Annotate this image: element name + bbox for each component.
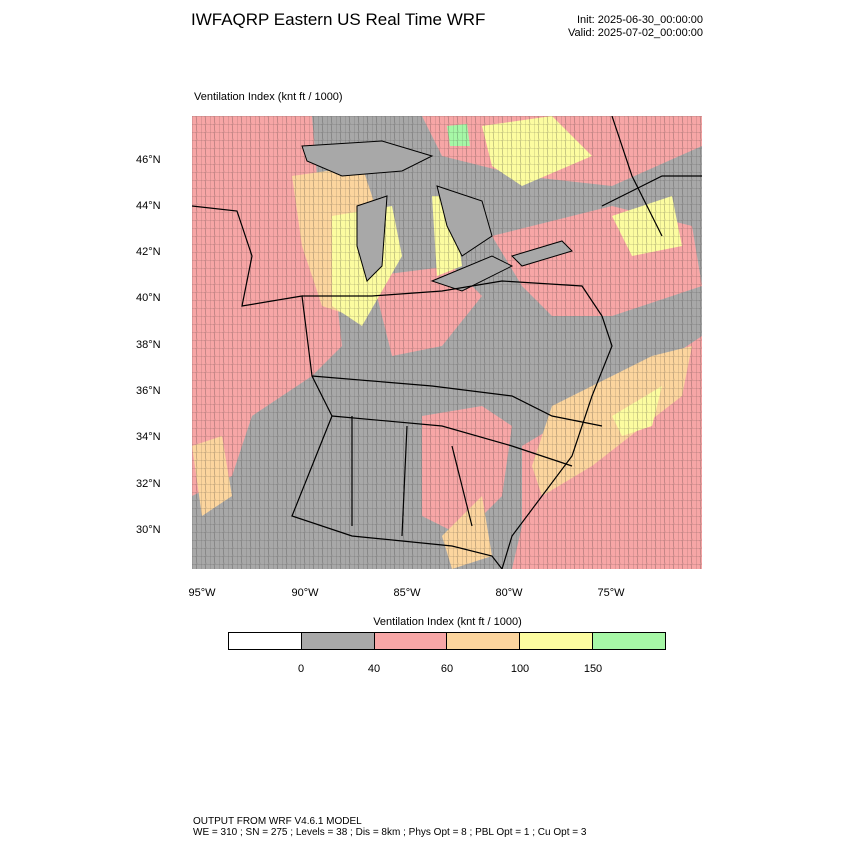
lat-label-46: 46°N — [136, 154, 161, 166]
plot-title: IWFAQRP Eastern US Real Time WRF — [191, 10, 486, 29]
colorbar-label-60: 60 — [440, 663, 454, 675]
lon-label-95: 95°W — [188, 587, 216, 599]
lon-label-75: 75°W — [597, 587, 625, 599]
model-version: OUTPUT FROM WRF V4.6.1 MODEL — [193, 816, 362, 827]
lat-label-30: 30°N — [136, 524, 161, 536]
state-boundaries — [192, 116, 702, 569]
lat-label-44: 44°N — [136, 200, 161, 212]
colorbar-cell-2 — [374, 633, 448, 649]
colorbar-label-0: 0 — [297, 663, 305, 675]
lat-label-36: 36°N — [136, 385, 161, 397]
lat-label-32: 32°N — [136, 478, 161, 490]
county-boundaries — [192, 116, 702, 569]
colorbar-cell-0 — [229, 633, 302, 649]
colorbar-label-150: 150 — [583, 663, 603, 675]
valid-time: Valid: 2025-07-02_00:00:00 — [568, 27, 703, 39]
lat-label-34: 34°N — [136, 431, 161, 443]
variable-label: Ventilation Index (knt ft / 1000) — [194, 91, 343, 103]
run-times: Init: 2025-06-30_00:00:00 Valid: 2025-07… — [568, 14, 703, 40]
lon-label-85: 85°W — [393, 587, 421, 599]
lon-label-90: 90°W — [291, 587, 319, 599]
lat-label-38: 38°N — [136, 339, 161, 351]
colorbar-cell-1 — [301, 633, 375, 649]
colorbar-cell-3 — [447, 633, 521, 649]
lon-label-80: 80°W — [495, 587, 523, 599]
lat-label-40: 40°N — [136, 292, 161, 304]
legend-title: Ventilation Index (knt ft / 1000) — [373, 616, 522, 628]
colorbar-label-100: 100 — [510, 663, 530, 675]
colorbar-cell-5 — [593, 633, 665, 649]
colorbar — [228, 632, 666, 650]
lat-label-42: 42°N — [136, 246, 161, 258]
init-time: Init: 2025-06-30_00:00:00 — [577, 14, 703, 26]
great-lakes — [301, 140, 573, 292]
colorbar-cell-4 — [520, 633, 594, 649]
model-info: OUTPUT FROM WRF V4.6.1 MODEL WE = 310 ; … — [193, 816, 586, 838]
colorbar-label-40: 40 — [367, 663, 381, 675]
model-config: WE = 310 ; SN = 275 ; Levels = 38 ; Dis … — [193, 827, 587, 838]
ventilation-index-map — [192, 116, 702, 569]
